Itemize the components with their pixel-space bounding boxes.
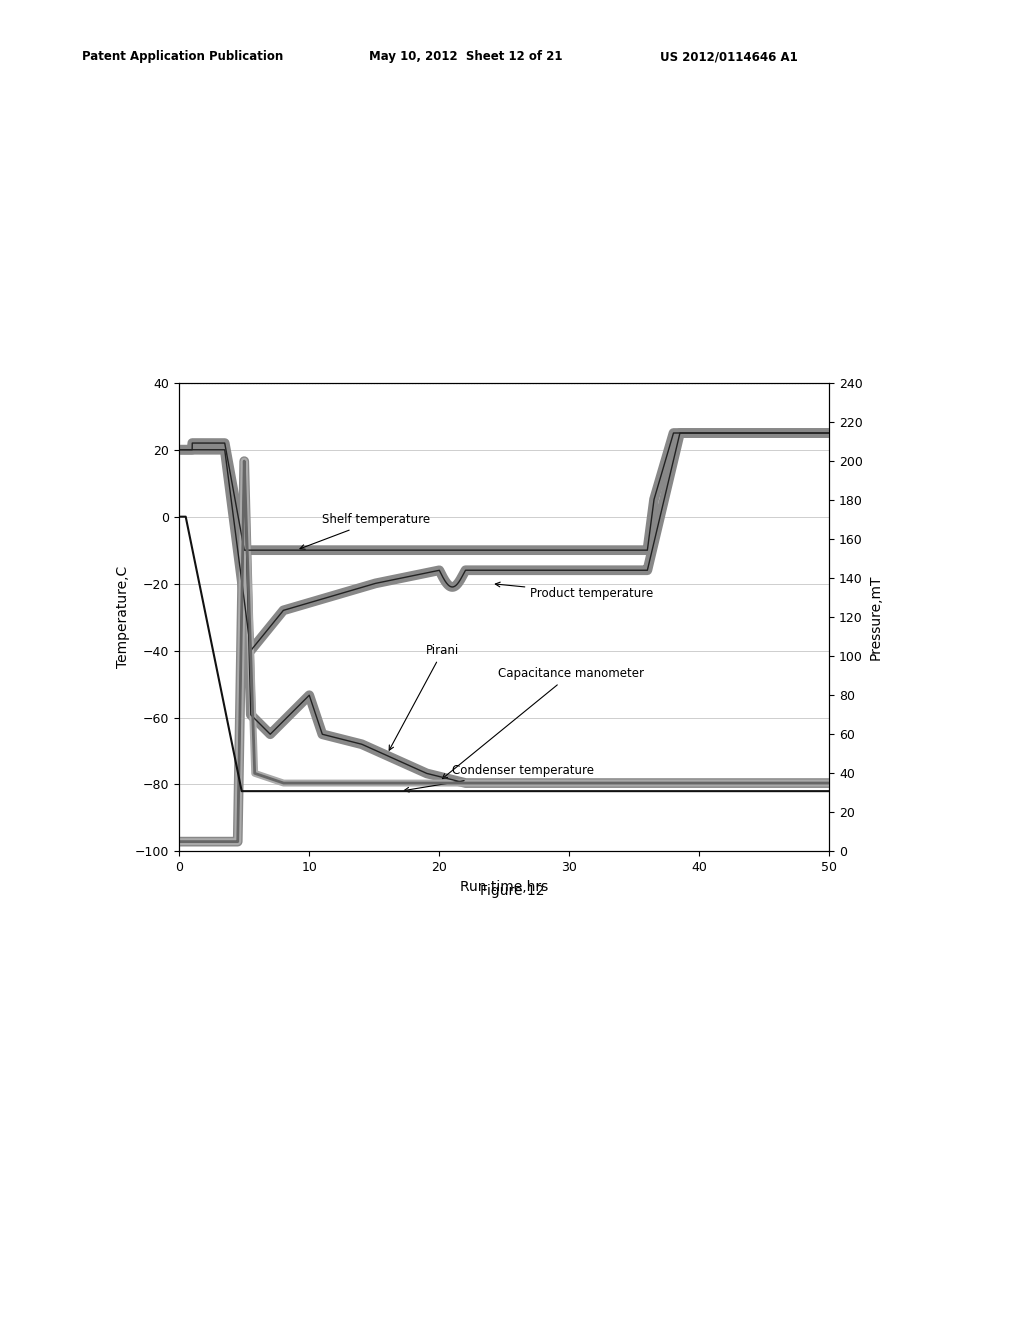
Text: Pirani: Pirani — [389, 644, 460, 750]
X-axis label: Run time,hrs: Run time,hrs — [460, 879, 549, 894]
Text: Product temperature: Product temperature — [496, 582, 653, 601]
Text: May 10, 2012  Sheet 12 of 21: May 10, 2012 Sheet 12 of 21 — [369, 50, 562, 63]
Y-axis label: Temperature,C: Temperature,C — [116, 566, 130, 668]
Text: US 2012/0114646 A1: US 2012/0114646 A1 — [660, 50, 799, 63]
Y-axis label: Pressure,mT: Pressure,mT — [868, 574, 883, 660]
Text: Capacitance manometer: Capacitance manometer — [442, 668, 644, 779]
Text: Figure 12: Figure 12 — [480, 884, 544, 899]
Text: Condenser temperature: Condenser temperature — [404, 764, 594, 792]
Text: Shelf temperature: Shelf temperature — [300, 513, 430, 549]
Text: Patent Application Publication: Patent Application Publication — [82, 50, 284, 63]
